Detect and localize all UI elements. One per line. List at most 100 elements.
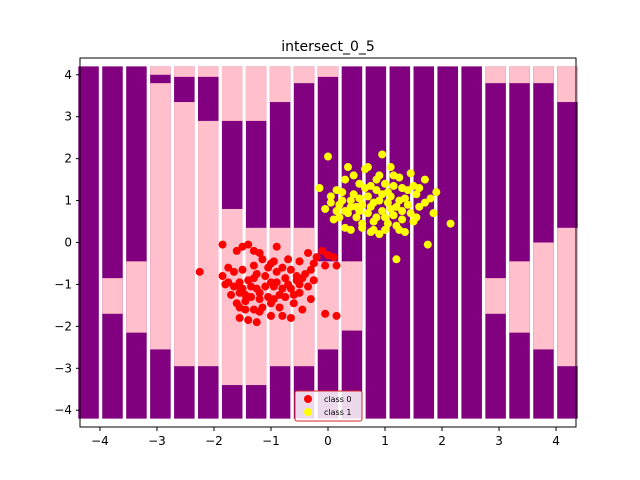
region-column-13 — [389, 66, 411, 419]
x-tick-label: 0 — [324, 434, 332, 448]
point-class-1-36 — [426, 194, 435, 203]
point-class-1-34 — [420, 175, 429, 184]
point-class-0-73 — [295, 257, 304, 266]
point-class-1-70 — [381, 225, 390, 234]
point-class-0-63 — [298, 274, 307, 283]
region-class-0-4-1 — [174, 66, 195, 77]
region-class-0-19-0 — [533, 242, 554, 350]
legend-marker-class-0 — [304, 395, 312, 403]
point-class-1-15 — [363, 209, 372, 218]
point-class-1-0 — [315, 183, 324, 192]
decision-regions — [78, 66, 578, 419]
point-class-0-31 — [306, 295, 315, 304]
point-class-1-86 — [412, 213, 421, 222]
point-class-0-87 — [289, 290, 298, 299]
point-class-0-57 — [286, 313, 295, 322]
point-class-0-4 — [229, 267, 238, 276]
x-tick-label: 2 — [438, 434, 446, 448]
point-class-0-32 — [309, 276, 318, 285]
point-class-1-55 — [372, 186, 381, 195]
point-class-0-82 — [295, 280, 304, 289]
point-class-0-85 — [266, 311, 275, 320]
point-class-0-3 — [227, 290, 236, 299]
point-class-0-37 — [332, 261, 341, 270]
x-tick-label: −4 — [91, 434, 109, 448]
region-column-0 — [78, 66, 99, 419]
point-class-1-83 — [372, 213, 381, 222]
point-class-0-15 — [261, 272, 270, 281]
region-column-14 — [413, 66, 435, 419]
point-class-0-24 — [286, 265, 295, 274]
point-class-0-9 — [244, 316, 253, 325]
y-tick-label: 1 — [64, 194, 72, 208]
point-class-1-42 — [381, 179, 390, 188]
y-axis: −4 −3 −2 −1 0 1 2 3 4 — [54, 68, 80, 417]
point-class-0-89 — [235, 303, 244, 312]
point-class-0-42 — [241, 297, 250, 306]
region-column-11 — [341, 66, 363, 419]
point-class-0-88 — [252, 318, 261, 327]
point-class-1-89 — [341, 223, 350, 232]
point-class-1-72 — [358, 223, 367, 232]
region-class-0-19-1 — [533, 66, 554, 84]
point-class-1-58 — [386, 192, 395, 201]
point-class-0-76 — [235, 278, 244, 287]
point-class-1-68 — [326, 198, 335, 207]
point-class-0-47 — [221, 280, 230, 289]
point-class-0-53 — [244, 276, 253, 285]
region-class-0-20-0 — [557, 227, 578, 367]
region-class-0-3-1 — [150, 66, 171, 75]
point-class-1-48 — [335, 213, 344, 222]
point-class-0-74 — [304, 248, 313, 257]
point-class-0-21 — [278, 311, 287, 320]
region-class-0-10-1 — [317, 66, 339, 77]
point-class-1-32 — [412, 190, 421, 199]
x-axis: −4 −3 −2 −1 0 1 2 3 4 — [91, 427, 560, 448]
point-class-0-79 — [258, 255, 267, 264]
point-class-1-43 — [363, 192, 372, 201]
point-class-0-49 — [255, 288, 264, 297]
legend-marker-class-1 — [304, 408, 312, 416]
region-class-0-17-1 — [485, 66, 506, 84]
point-class-1-49 — [389, 211, 398, 220]
point-class-1-64 — [338, 196, 347, 205]
region-class-0-8-1 — [269, 66, 291, 103]
point-class-1-62 — [343, 209, 352, 218]
point-class-0-62 — [284, 255, 293, 264]
point-class-1-39 — [392, 255, 401, 264]
y-tick-label: −4 — [54, 403, 72, 417]
point-class-1-10 — [349, 171, 358, 180]
x-tick-label: −3 — [148, 434, 166, 448]
point-class-1-8 — [343, 163, 352, 172]
legend-label-class-0: class 0 — [324, 395, 352, 404]
point-class-0-86 — [275, 303, 284, 312]
point-class-1-40 — [375, 196, 384, 205]
point-class-1-76 — [429, 209, 438, 218]
region-class-0-11-0 — [341, 261, 363, 331]
point-class-1-69 — [321, 204, 330, 213]
point-class-0-30 — [304, 282, 313, 291]
point-class-1-67 — [332, 207, 341, 216]
point-class-0-33 — [312, 253, 321, 262]
x-tick-label: 3 — [495, 434, 503, 448]
point-class-1-52 — [406, 209, 415, 218]
point-class-1-85 — [346, 202, 355, 211]
point-class-1-66 — [403, 186, 412, 195]
point-class-0-7 — [238, 265, 247, 274]
point-class-0-40 — [332, 311, 341, 320]
region-class-0-10-0 — [317, 261, 339, 350]
y-tick-label: 4 — [64, 68, 72, 82]
legend-label-class-1: class 1 — [324, 408, 352, 417]
point-class-1-57 — [361, 183, 370, 192]
point-class-0-70 — [255, 248, 264, 257]
point-class-0-55 — [249, 261, 258, 270]
point-class-0-22 — [281, 274, 290, 283]
point-class-0-61 — [255, 295, 264, 304]
point-class-1-84 — [383, 219, 392, 228]
point-class-1-82 — [389, 181, 398, 190]
point-class-0-84 — [249, 305, 258, 314]
point-class-0-60 — [272, 278, 281, 287]
point-class-1-12 — [355, 194, 364, 203]
point-class-0-50 — [281, 293, 290, 302]
